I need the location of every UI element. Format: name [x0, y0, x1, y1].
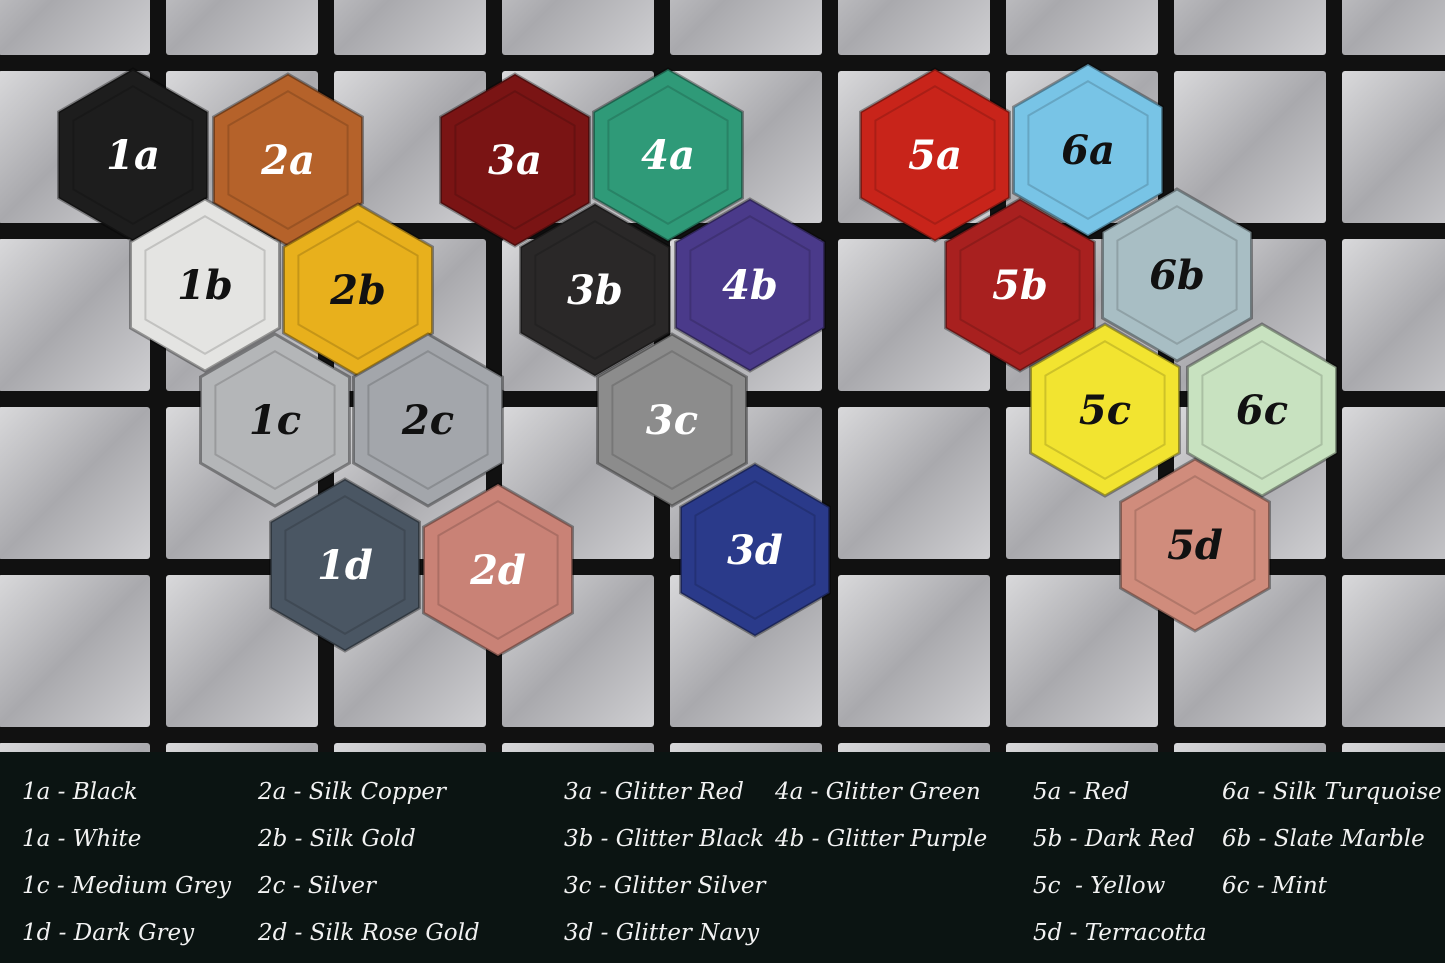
hex-bevel — [694, 480, 816, 620]
legend: 1a - Black 1a - White 1c - Medium Grey 1d -… — [22, 779, 1442, 946]
swatch-label: 1b — [177, 262, 233, 309]
hex-bevel — [367, 350, 489, 490]
hex-bevel — [1044, 340, 1166, 480]
hex-swatch — [859, 67, 1011, 243]
swatch-label: 2b — [329, 267, 386, 314]
swatches: 1a 2a 1b 2b 1c 2c 1d 2d 3a 4a 3b 4b 3c 3d 5a 6a 5b 6b 5c 6c… — [57, 62, 1338, 658]
hex-swatch — [592, 67, 744, 243]
hex-bevel — [611, 350, 733, 490]
hex-swatch — [596, 332, 748, 508]
swatch-label: 2a — [260, 137, 315, 184]
legend-entry: 5d - Terracotta — [1033, 920, 1207, 946]
hex-bevel — [437, 500, 559, 640]
hex-swatch — [422, 482, 574, 658]
hex-swatch — [944, 197, 1096, 373]
legend-entry: 2a - Silk Copper — [257, 779, 448, 805]
hex-bevel — [534, 220, 656, 360]
legend-bar — [0, 752, 1445, 963]
hex-bevel — [72, 85, 194, 225]
hex-bevel — [227, 90, 349, 230]
swatch-label: 1a — [106, 132, 160, 179]
hex-bevel — [1116, 205, 1238, 345]
legend-entry: 1d - Dark Grey — [22, 920, 195, 946]
legend-entry: 1c - Medium Grey — [22, 873, 232, 899]
legend-entry: 1a - Black — [22, 779, 138, 805]
legend-entry: 5a - Red — [1033, 779, 1129, 805]
hex-swatch — [674, 197, 826, 373]
legend-entry: 6a - Silk Turquoise — [1222, 779, 1442, 805]
swatch-label: 5a — [908, 132, 962, 179]
hex-bevel — [874, 85, 996, 225]
hex-bevel — [607, 85, 729, 225]
hex-bevel — [1027, 80, 1149, 220]
swatch-label: 5c — [1079, 387, 1131, 434]
hex-swatch — [352, 332, 504, 508]
swatch-label: 3a — [488, 137, 542, 184]
legend-entry: 3b - Glitter Black — [564, 826, 764, 852]
hex-swatch — [199, 332, 351, 508]
hex-bevel — [284, 495, 406, 635]
hex-swatch — [1186, 322, 1338, 498]
swatch-label: 5b — [992, 262, 1048, 309]
hex-bevel — [454, 90, 576, 230]
hex-swatch — [1012, 62, 1164, 238]
legend-entry: 3a - Glitter Red — [564, 779, 744, 805]
legend-entry: 3d - Glitter Navy — [564, 920, 760, 946]
legend-entry: 4b - Glitter Purple — [774, 826, 987, 852]
legend-entry: 5c - Yellow — [1033, 873, 1166, 899]
swatch-label: 2d — [469, 547, 526, 594]
swatch-label: 1c — [249, 397, 301, 444]
legend-entry: 6c - Mint — [1222, 873, 1328, 899]
legend-entry: 2d - Silk Rose Gold — [257, 920, 480, 946]
hex-swatch — [519, 202, 671, 378]
swatch-label: 3d — [727, 527, 783, 574]
swatch-label: 1d — [317, 542, 373, 589]
swatch-label: 6b — [1149, 252, 1205, 299]
legend-entry: 4a - Glitter Green — [774, 779, 981, 805]
hex-swatch — [1101, 187, 1253, 363]
legend-entry: 5b - Dark Red — [1033, 826, 1195, 852]
hex-bevel — [1201, 340, 1323, 480]
swatch-label: 3c — [646, 397, 698, 444]
hex-bevel — [689, 215, 811, 355]
hex-bevel — [297, 220, 419, 360]
hex-swatch — [1029, 322, 1181, 498]
hex-swatch — [129, 197, 281, 373]
hex-swatch — [269, 477, 421, 653]
swatch-label: 5d — [1167, 522, 1223, 569]
swatch-label: 4a — [641, 132, 695, 179]
swatch-label: 2c — [401, 397, 454, 444]
legend-entry: 2b - Silk Gold — [257, 826, 416, 852]
hex-swatch — [1119, 457, 1271, 633]
legend-entry: 1a - White — [22, 826, 141, 852]
hex-bevel — [214, 350, 336, 490]
legend-entry: 3c - Glitter Silver — [564, 873, 767, 899]
hex-bevel — [1134, 475, 1256, 615]
swatch-label: 6a — [1061, 127, 1115, 174]
legend-entry: 6b - Slate Marble — [1222, 826, 1425, 852]
hex-bevel — [959, 215, 1081, 355]
hex-bevel — [144, 215, 266, 355]
swatch-label: 4b — [722, 262, 778, 309]
swatch-label: 3b — [567, 267, 623, 314]
swatch-label: 6c — [1236, 387, 1288, 434]
hex-swatch — [679, 462, 831, 638]
legend-entry: 2c - Silver — [257, 873, 378, 899]
hex-swatch — [439, 72, 591, 248]
